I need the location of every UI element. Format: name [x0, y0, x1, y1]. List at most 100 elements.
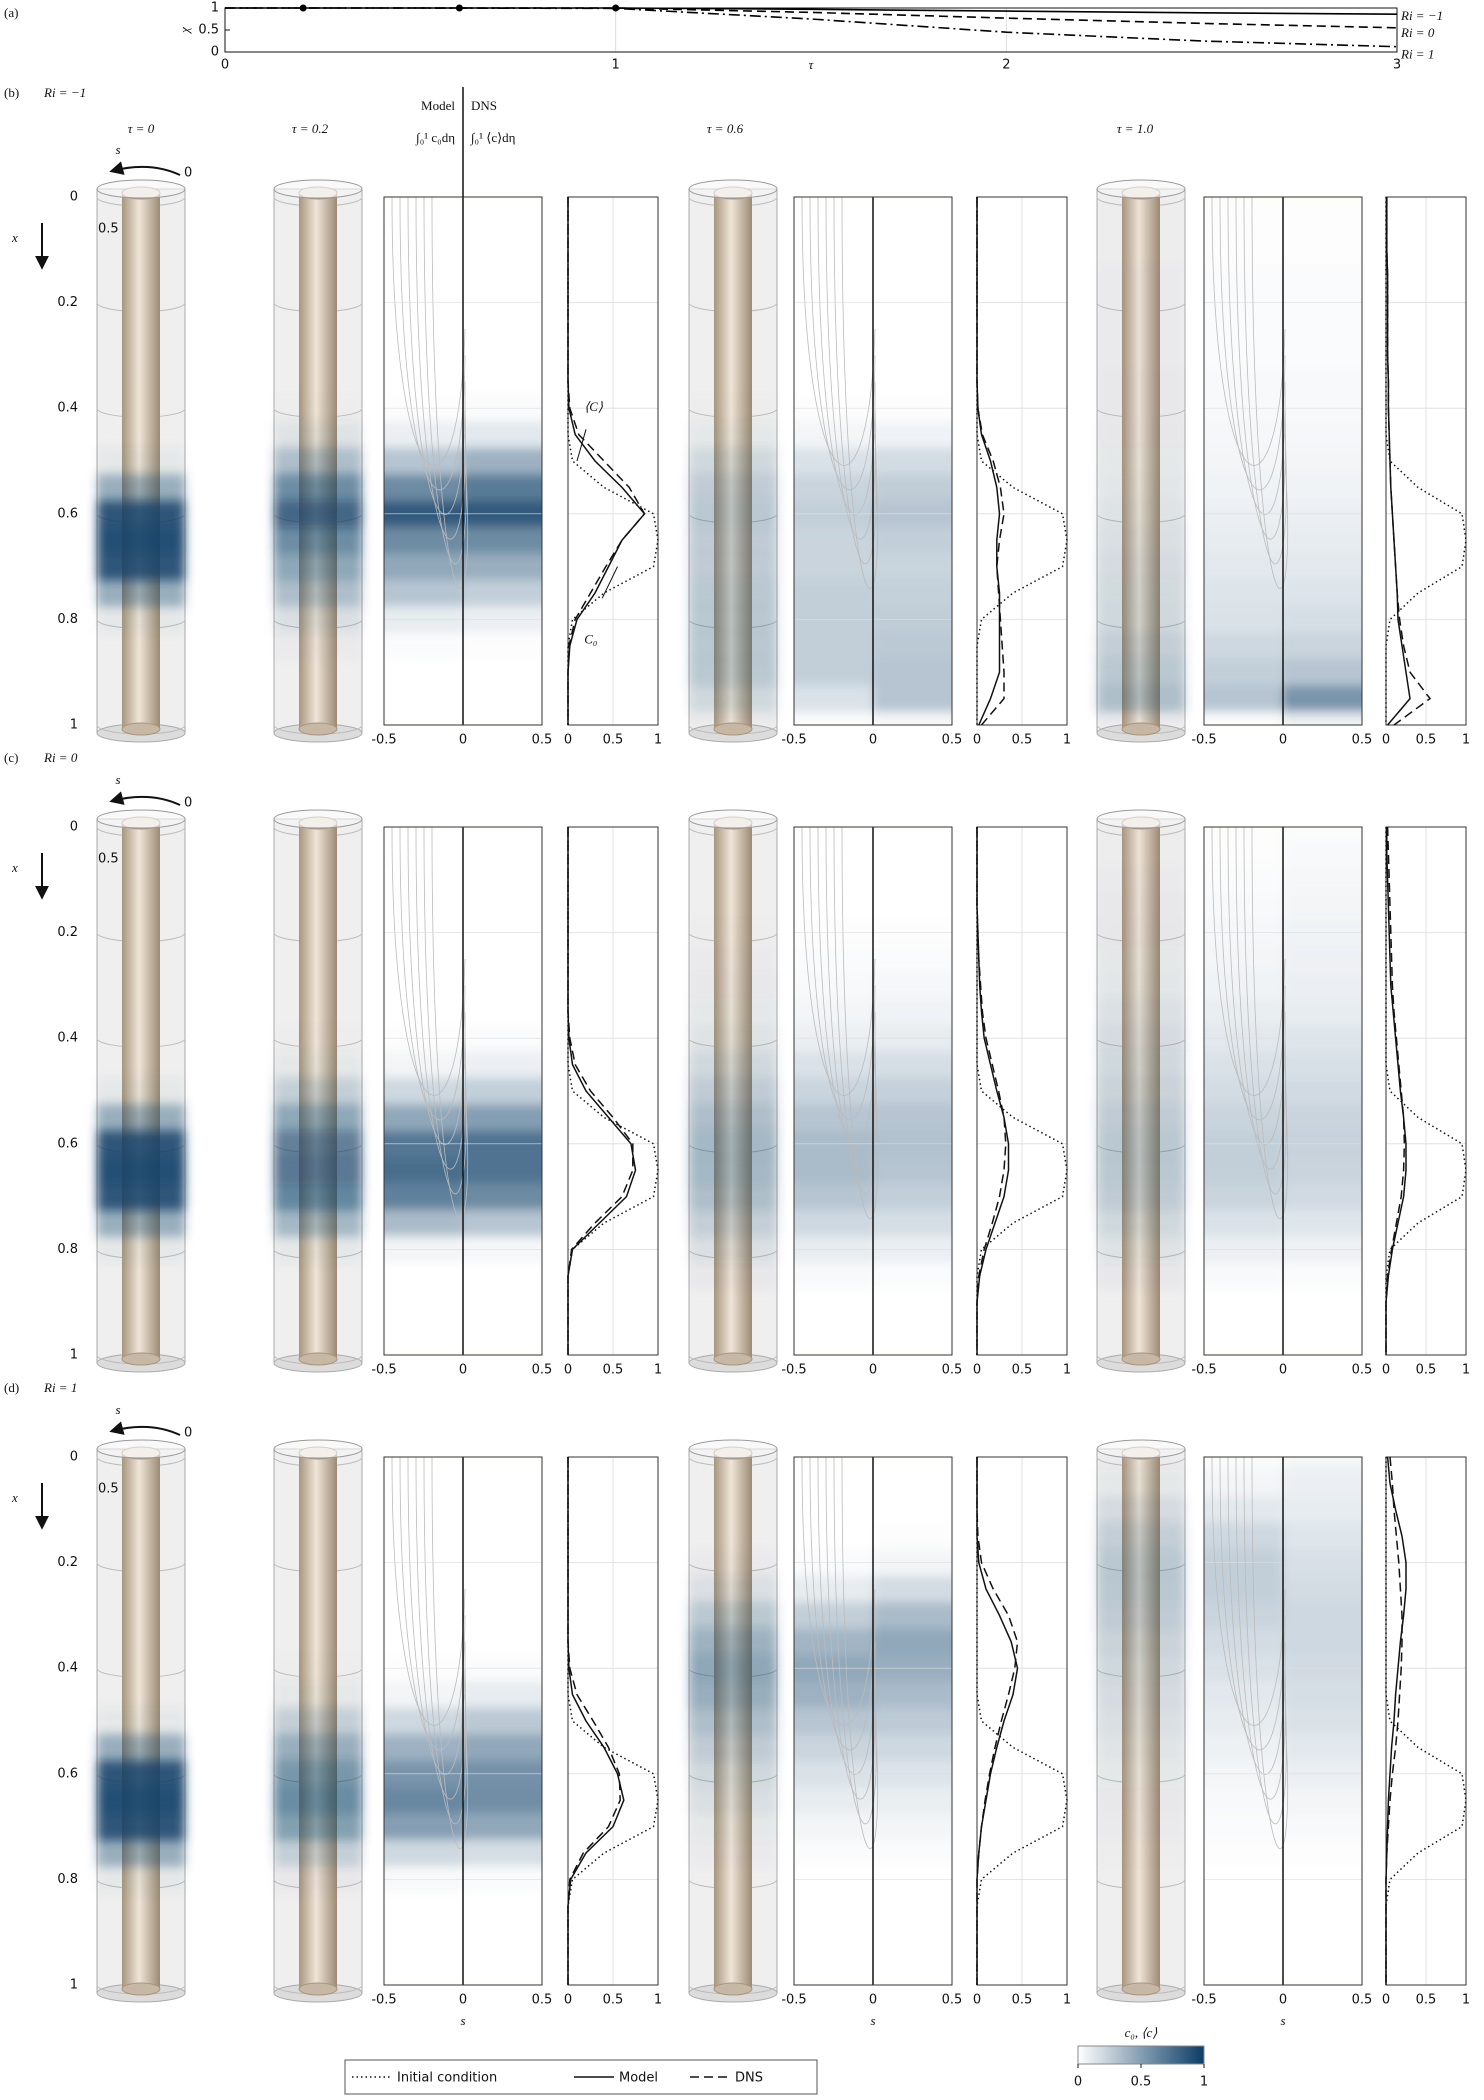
dns-cell [873, 315, 952, 343]
model-cell [1204, 1262, 1283, 1290]
model-cell [1204, 685, 1283, 713]
dye-slab [274, 1183, 362, 1211]
model-cell [1204, 1707, 1283, 1735]
dye-slab [274, 237, 362, 264]
model-cell [384, 1341, 463, 1355]
dye-slab [274, 1077, 362, 1105]
s-tick-label: 0.5 [98, 1482, 119, 1497]
dye-slab [97, 237, 185, 264]
s-tick-label: 0 [184, 796, 192, 811]
x-tick-label: 0 [973, 1363, 981, 1378]
dye-slab [689, 1893, 777, 1920]
dns-cell [1283, 1341, 1362, 1355]
s-arrow [109, 1421, 181, 1436]
model-cell [794, 1457, 873, 1471]
dns-cell [463, 972, 542, 1000]
dns-cell [1283, 632, 1362, 660]
outer-cylinder-top [273, 1439, 363, 1459]
contour-line [1243, 197, 1287, 565]
dye [689, 972, 777, 1290]
dye-slab [97, 579, 185, 607]
dye-slab [274, 1602, 362, 1629]
model-cell [794, 827, 873, 841]
dye-slab [274, 369, 362, 396]
series-line [225, 7, 1398, 48]
x-tick-label: 0 [973, 733, 981, 748]
dns-cell [873, 1707, 952, 1735]
x-tick-label: 0.5 [532, 1363, 553, 1378]
dye-slab [689, 972, 777, 999]
dns-cell [463, 553, 542, 581]
dye-slab [274, 1681, 362, 1709]
legend-label: Model [619, 2071, 658, 2086]
dye-slab [1097, 1787, 1185, 1814]
dye-slab [97, 1157, 185, 1184]
dns-cell [1283, 553, 1362, 581]
dns-cell [1283, 263, 1362, 290]
map-clip-group [794, 197, 952, 725]
dye-slab [97, 1104, 185, 1132]
profile-frame [1385, 196, 1467, 726]
model-cell [384, 1892, 463, 1920]
model-cell [794, 1051, 873, 1079]
dns-cell [1283, 236, 1362, 264]
dns-cell [463, 1183, 542, 1211]
model-cell [384, 1157, 463, 1184]
model-cell [384, 1734, 463, 1762]
dns-cell [873, 893, 952, 920]
dns-cell [463, 421, 542, 449]
x-tick-label: 0 [1382, 1363, 1390, 1378]
dye-slab [1097, 1470, 1185, 1498]
dye-slab [274, 1707, 362, 1735]
model-cell [384, 1077, 463, 1105]
dns-cell [463, 1971, 542, 1985]
dye-slab [274, 1549, 362, 1576]
dns-cell [873, 1289, 952, 1316]
y-axis-label: χ [177, 27, 192, 35]
dye-slab [97, 1236, 185, 1264]
model-cell [794, 1945, 873, 1973]
model-cell [1204, 210, 1283, 238]
dye-slab [1097, 395, 1185, 422]
contour-line [399, 827, 466, 1121]
dye-slab [274, 867, 362, 894]
dye-slab [274, 1342, 362, 1356]
dns-cell [463, 1628, 542, 1656]
outer-cylinder-top [96, 1439, 186, 1459]
y-tick-label: 0.6 [57, 506, 78, 521]
dns-cell [463, 1104, 542, 1132]
x-tick-label: 0 [1279, 1363, 1287, 1378]
colorbar-tick-label: 0.5 [1131, 2075, 1152, 2090]
dns-cell [1283, 1209, 1362, 1237]
dns-cell [463, 866, 542, 894]
contour-line [801, 197, 876, 466]
dye-slab [97, 1289, 185, 1316]
x-tick-label: 1 [1462, 733, 1470, 748]
model-cell [794, 1628, 873, 1656]
dye-slab [689, 1263, 777, 1290]
model-cell [794, 685, 873, 713]
model-cell [384, 840, 463, 868]
dns-cell [1283, 1496, 1362, 1524]
dns-cell [1283, 1315, 1362, 1343]
y-tick-label: 0 [211, 45, 219, 60]
dye-slab [1097, 1457, 1185, 1471]
dye-slab [1097, 893, 1185, 920]
model-profile [567, 197, 646, 725]
dye-slab [1097, 289, 1185, 316]
contour-line [833, 197, 877, 565]
dye-slab [97, 1523, 185, 1550]
dye-slab [274, 500, 362, 528]
model-profile [976, 827, 1010, 1355]
dns-profile [976, 1457, 1019, 1985]
heatmap [384, 197, 542, 725]
dns-cell [1283, 1457, 1362, 1471]
model-cell [794, 1157, 873, 1184]
dye-slab [1097, 1315, 1185, 1342]
x-tick-label: -0.5 [1191, 1993, 1216, 2008]
dye-slab [274, 1236, 362, 1264]
dye-slab [97, 263, 185, 290]
model-cell [384, 474, 463, 502]
dye-slab [689, 632, 777, 660]
dns-cell [873, 1315, 952, 1343]
